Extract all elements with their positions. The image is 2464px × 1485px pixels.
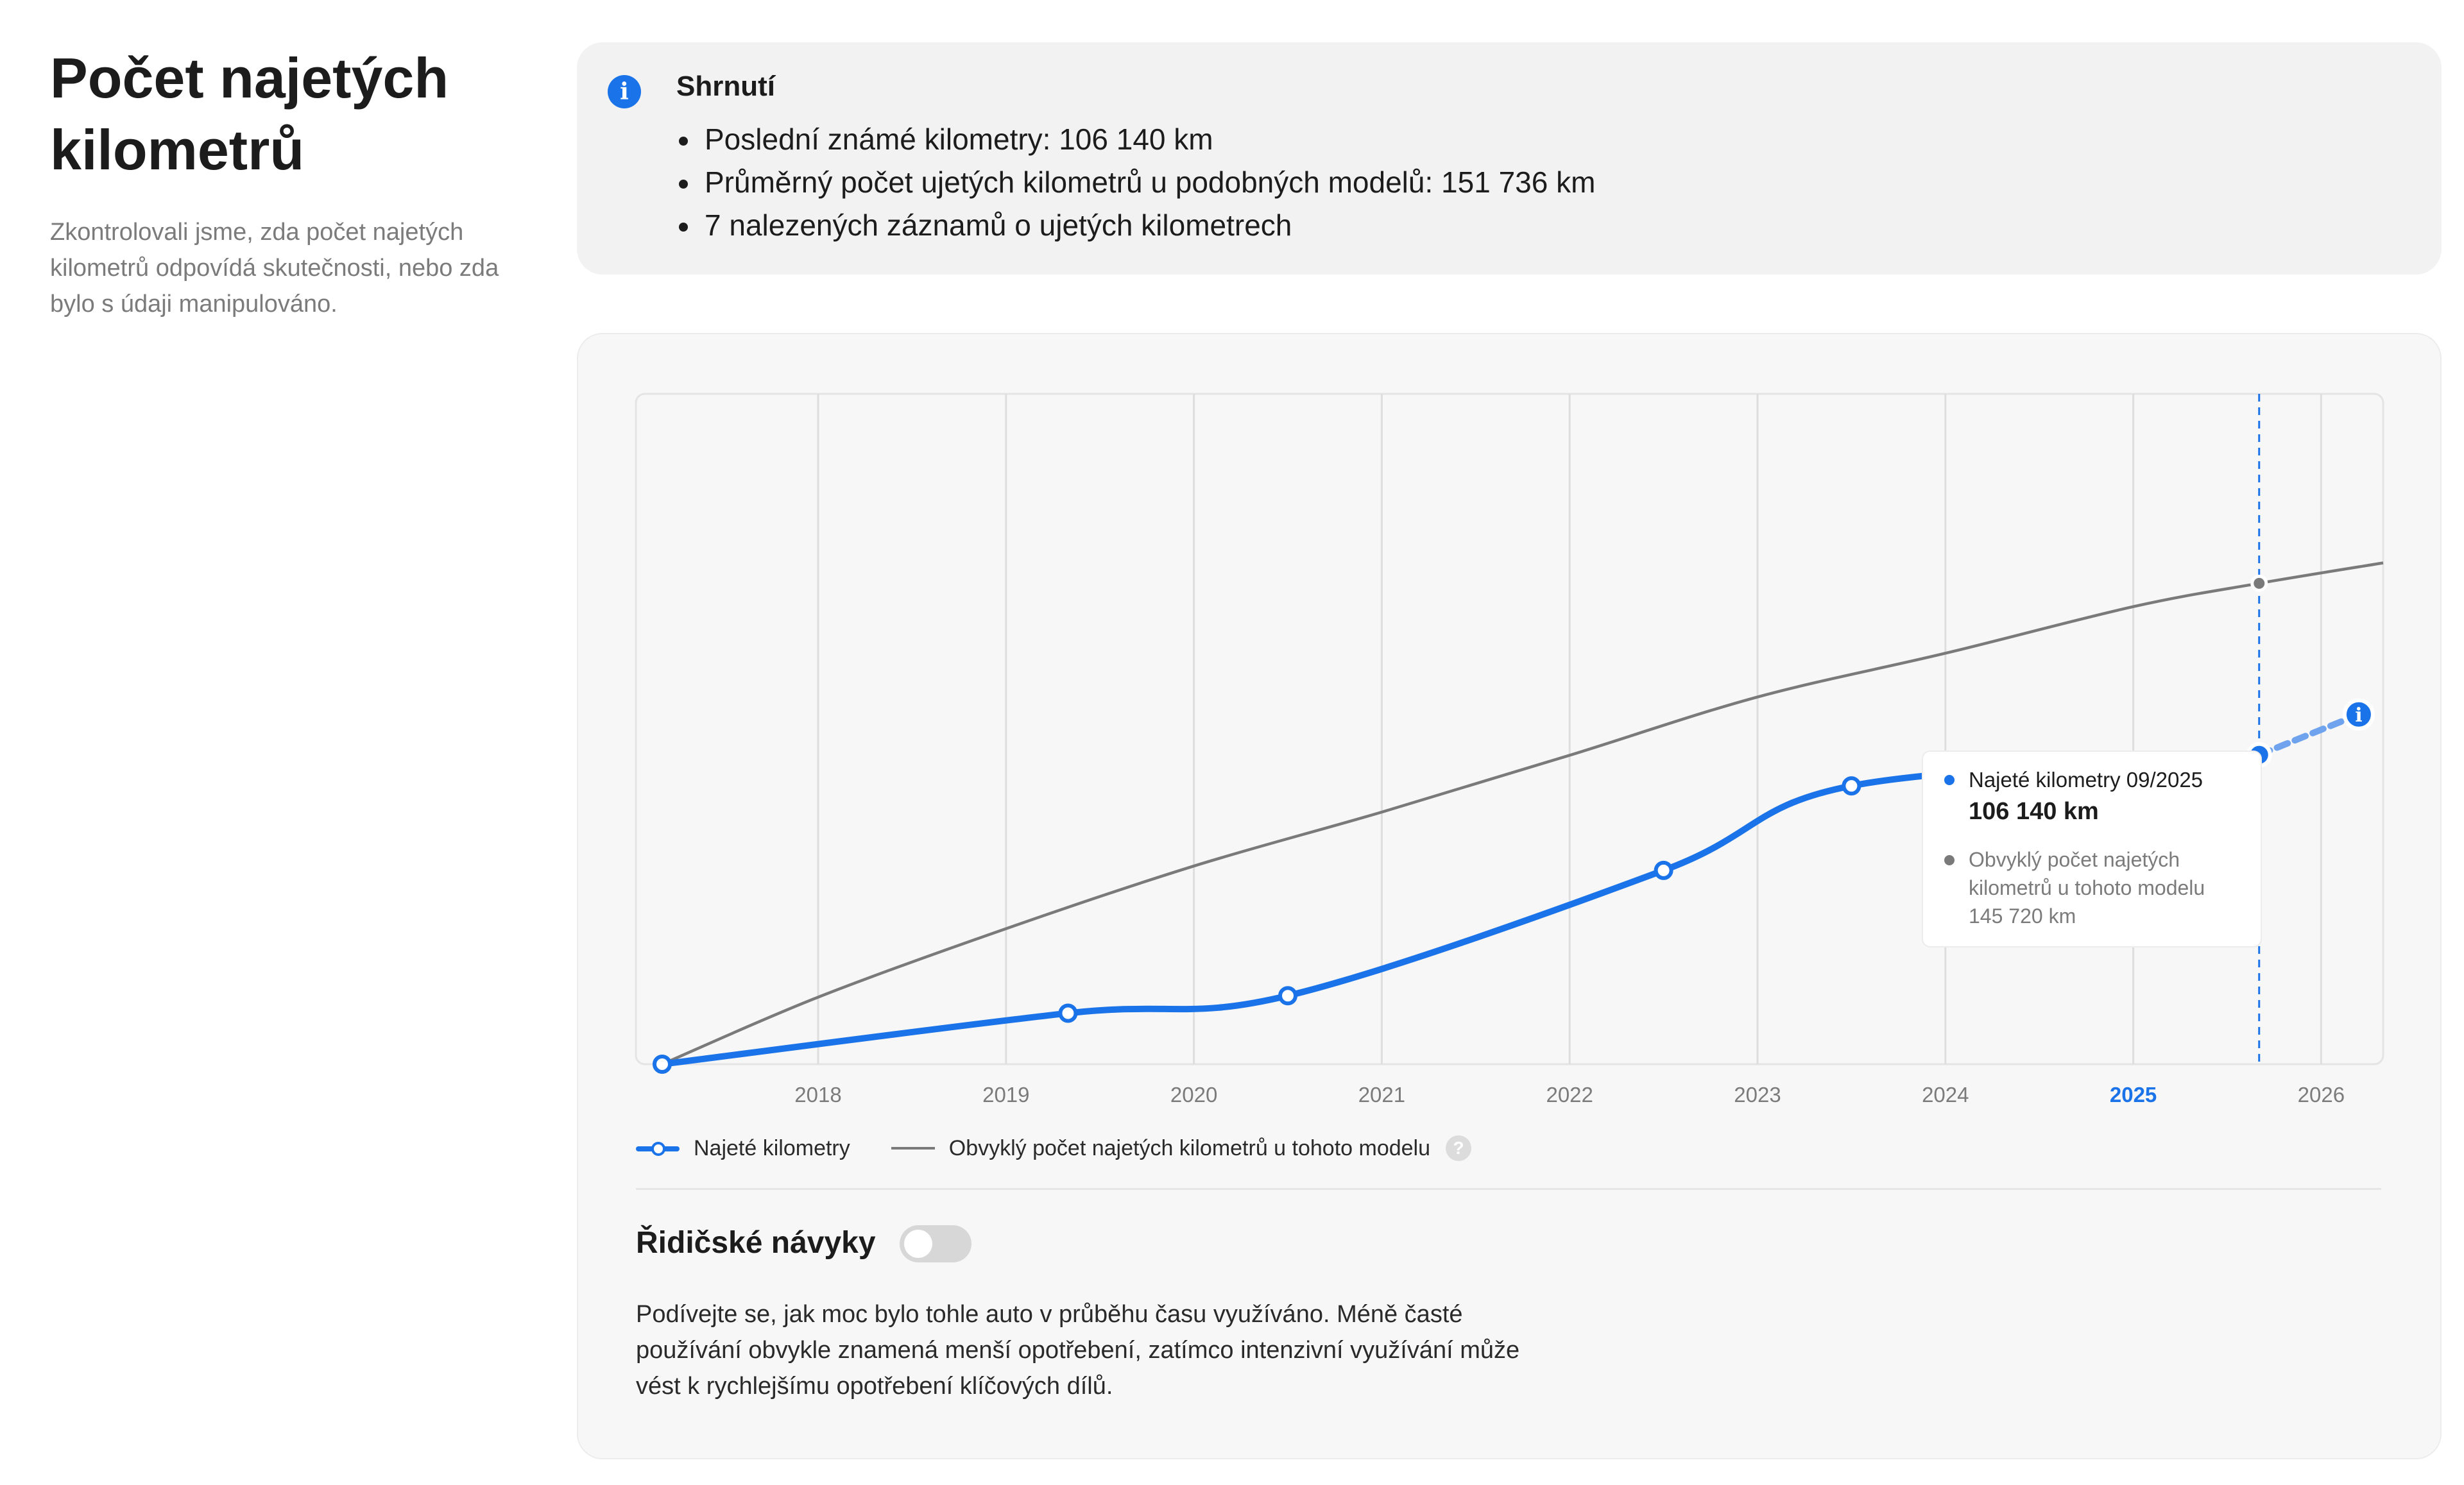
x-tick-2024: 2024 (1922, 1083, 1969, 1107)
plot-area (635, 393, 2384, 1065)
x-tick-2022: 2022 (1546, 1083, 1593, 1107)
info-icon: i (608, 75, 641, 108)
tooltip-value: 106 140 km (1969, 798, 2099, 825)
driving-habits-description: Podívejte se, jak moc bylo tohle auto v … (636, 1301, 1520, 1400)
legend-item-mileage[interactable]: Najeté kilometry (636, 1132, 850, 1164)
mileage-point-1[interactable] (1058, 1003, 1078, 1023)
chart-legend: Najeté kilometry Obvyklý počet najetých … (636, 1132, 1472, 1164)
tooltip-title: Najeté kilometry 09/2025 (1969, 768, 2203, 792)
mileage-point-2[interactable] (1278, 986, 1298, 1006)
legend-item-typical[interactable]: Obvyklý počet najetých kilometrů u tohot… (891, 1135, 1472, 1161)
x-tick-2019: 2019 (982, 1083, 1029, 1107)
series-line-typical (662, 561, 2384, 1066)
mileage-card: 2018 2019 2020 2021 2022 2023 2024 2025 2026 i Naj… (577, 333, 2442, 1459)
page-title: Počet najetých kilometrů (50, 46, 449, 182)
divider (636, 1188, 2381, 1190)
series-projection-mileage (2255, 711, 2362, 758)
x-tick-2018: 2018 (794, 1083, 841, 1107)
legend-label-typical: Obvyklý počet najetých kilometrů u tohot… (948, 1135, 1431, 1160)
legend-swatch-mileage (636, 1132, 680, 1164)
page-description: Zkontrolovali jsme, zda počet najetých k… (50, 219, 499, 318)
left-column: Počet najetých kilometrů Zkontrolovali j… (50, 42, 538, 322)
tooltip (1922, 751, 2262, 947)
summary-title: Shrnutí (676, 71, 775, 102)
driving-habits-title: Řidičské návyky (636, 1226, 876, 1260)
toggle-knob (904, 1230, 932, 1258)
mileage-point-3[interactable] (1654, 860, 1673, 880)
mileage-point-0[interactable] (652, 1055, 672, 1074)
summary-item-records: 7 nalezených záznamů o ujetých kilometre… (676, 204, 1595, 247)
x-tick-2023: 2023 (1734, 1083, 1781, 1107)
x-tick-2020: 2020 (1170, 1083, 1217, 1107)
x-tick-2026: 2026 (2298, 1083, 2345, 1107)
tooltip-secondary-value: 145 720 km (1969, 904, 2076, 928)
x-tick-2025: 2025 (2110, 1083, 2157, 1107)
legend-swatch-typical (891, 1147, 935, 1150)
tooltip-dot-mileage (1944, 775, 1955, 785)
mileage-point-4[interactable] (1842, 776, 1861, 796)
summary-item-last-km: Poslední známé kilometry: 106 140 km (676, 118, 1595, 161)
driving-habits-toggle[interactable] (900, 1225, 971, 1262)
mileage-chart[interactable]: 2018 2019 2020 2021 2022 2023 2024 2025 2026 i Naj… (578, 334, 2443, 1130)
projection-info-icon[interactable] (2342, 698, 2375, 731)
typical-point-cursor (2250, 574, 2268, 592)
summary-list: Poslední známé kilometry: 106 140 km Prů… (676, 118, 1595, 247)
summary-box: i Shrnutí Poslední známé kilometry: 106 … (577, 42, 2442, 275)
help-icon[interactable]: ? (1446, 1135, 1472, 1161)
tooltip-dot-typical (1944, 855, 1955, 865)
summary-item-average-km: Průměrný počet ujetých kilometrů u podob… (676, 161, 1595, 204)
projection-info-glyph: i (2355, 704, 2362, 727)
x-tick-2021: 2021 (1358, 1083, 1405, 1107)
legend-label-mileage: Najeté kilometry (694, 1135, 850, 1160)
tooltip-secondary: Obvyklý počet najetých kilometrů u tohoto… (1969, 848, 2205, 899)
